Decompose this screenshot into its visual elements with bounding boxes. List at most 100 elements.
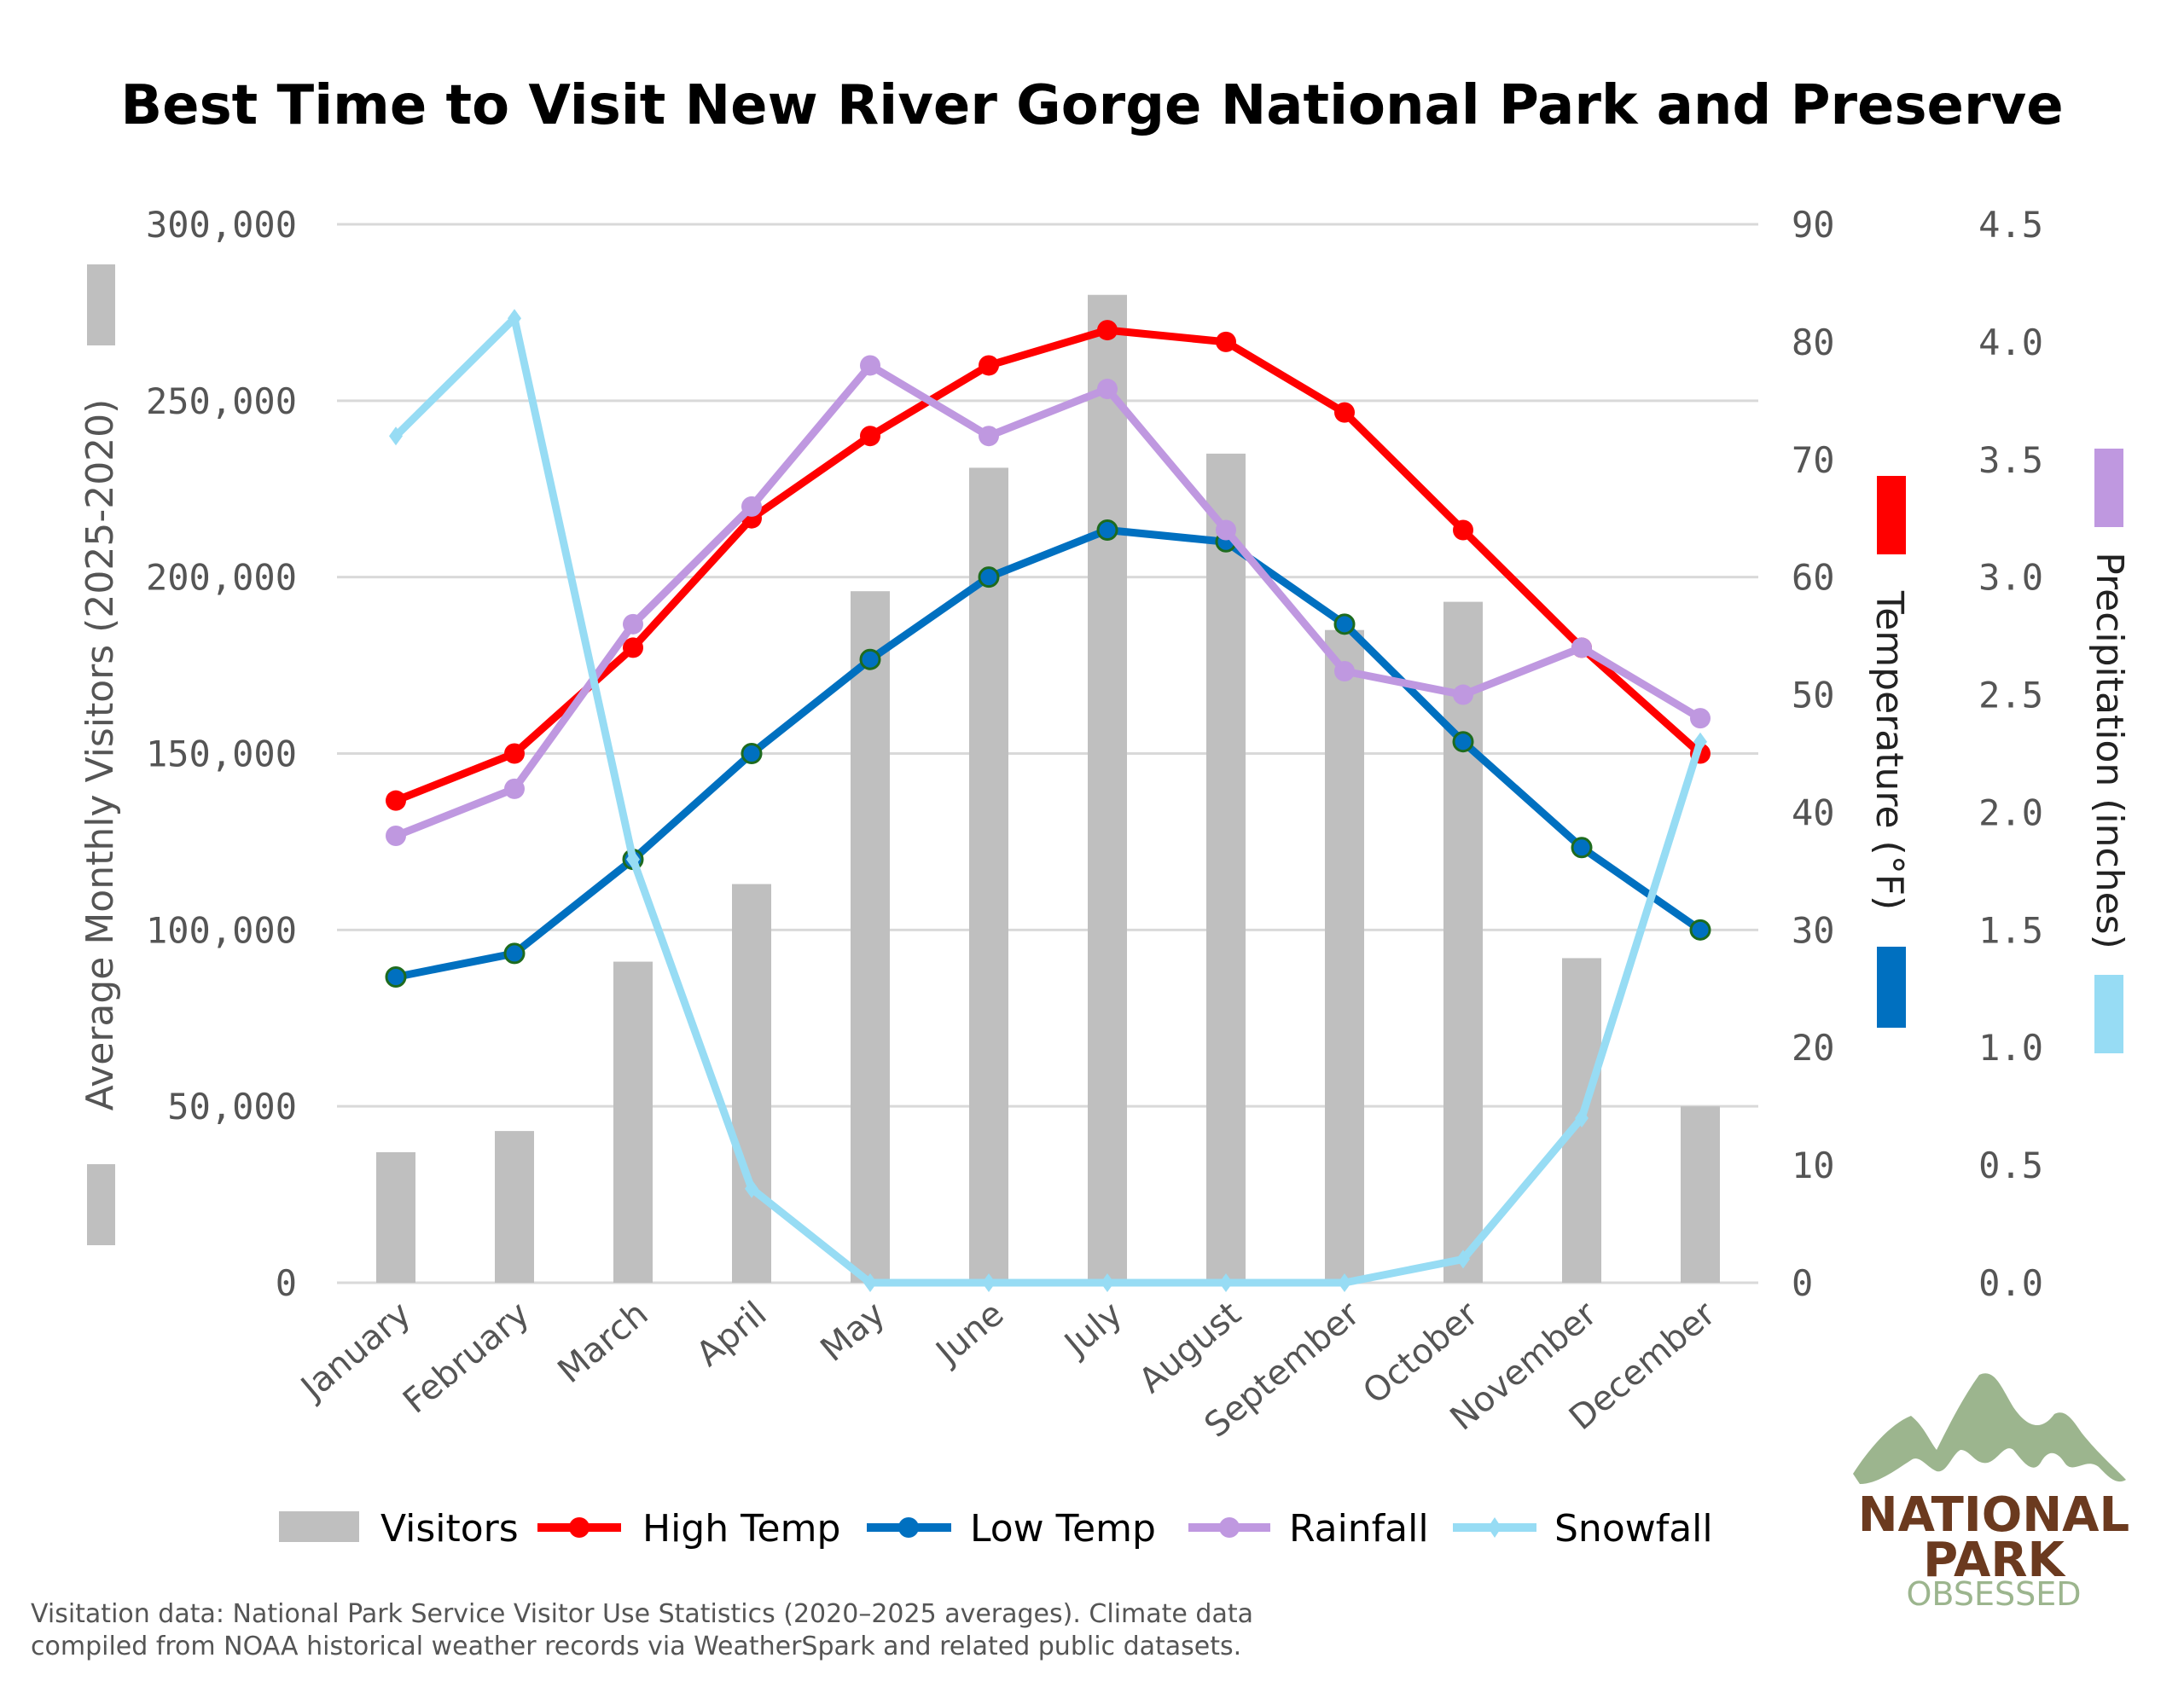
month-label: July (1055, 1294, 1130, 1365)
left-tick-label: 150,000 (146, 733, 297, 775)
temperature-tick-label: 30 (1792, 909, 1835, 951)
tick-labels: 0 50,000 100,000 150,000 200,000 250,000 300,0… (146, 204, 2043, 1304)
bar-visitors (1088, 294, 1127, 1283)
precipitation-tick-label: 2.0 (1978, 791, 2043, 833)
temp-axis-low-swatch (1877, 947, 1906, 1028)
line-rainfall (394, 361, 1703, 840)
line-low-temp (395, 526, 1703, 981)
left-tick-label: 50,000 (167, 1086, 297, 1128)
precipitation-tick-label: 1.0 (1978, 1027, 2043, 1069)
point-snowfall (863, 1273, 877, 1292)
month-label: February (396, 1294, 537, 1421)
precipitation-tick-label: 0.5 (1978, 1145, 2043, 1186)
point-high-temp (504, 743, 525, 764)
point-low-temp (1452, 731, 1474, 753)
legend-snowfall: Snowfall (1554, 1507, 1713, 1551)
bar-visitors (495, 1131, 534, 1283)
temp-axis-title: Temperature (°F) (1867, 590, 1911, 910)
legend: Visitors High Temp Low Temp Rainfall Sno… (279, 1507, 1713, 1551)
point-high-temp (1334, 402, 1355, 423)
line-snowfall (392, 314, 1705, 1287)
legend-low-temp: Low Temp (970, 1507, 1156, 1551)
point-high-temp (1216, 331, 1236, 352)
temperature-tick-label: 0 (1792, 1262, 1813, 1304)
precipitation-tick-label: 1.5 (1978, 909, 2043, 951)
point-rainfall (1334, 660, 1355, 681)
series-snowfall (389, 309, 1707, 1292)
point-low-temp (1571, 837, 1593, 859)
left-tick-label: 0 (276, 1262, 297, 1304)
temperature-tick-label: 40 (1792, 791, 1835, 833)
logo-text-national: NATIONAL (1858, 1487, 2129, 1543)
legend-high-temp-marker (569, 1517, 590, 1538)
left-tick-label: 250,000 (146, 380, 297, 422)
point-high-temp (860, 426, 880, 447)
point-rainfall (623, 613, 643, 635)
point-low-temp (503, 942, 526, 965)
point-snowfall (1575, 1108, 1589, 1128)
precipitation-tick-label: 4.5 (1978, 204, 2043, 246)
point-snowfall (982, 1273, 996, 1292)
logo-text-park: PARK (1923, 1533, 2066, 1588)
point-low-temp (859, 648, 881, 670)
point-snowfall (745, 1179, 758, 1198)
point-high-temp (386, 790, 406, 811)
precipitation-tick-label: 3.5 (1978, 439, 2043, 481)
point-snowfall (1338, 1273, 1351, 1292)
temperature-tick-label: 20 (1792, 1027, 1835, 1069)
bar-visitors (1325, 629, 1364, 1283)
precip-axis-snow-swatch (2094, 975, 2123, 1053)
bar-visitors (732, 884, 771, 1283)
month-label: April (689, 1294, 775, 1374)
point-low-temp (741, 743, 763, 764)
precipitation-tick-label: 3.0 (1978, 557, 2043, 599)
temp-axis-high-swatch (1877, 476, 1906, 554)
bar-visitors (969, 467, 1008, 1283)
bar-visitors (851, 591, 890, 1283)
visitor-bars (376, 294, 1720, 1283)
point-rainfall (979, 426, 999, 447)
legend-visitors: Visitors (380, 1507, 519, 1551)
month-label: May (814, 1294, 893, 1369)
bar-visitors (1681, 1106, 1720, 1283)
point-snowfall (626, 849, 640, 869)
temperature-tick-label: 80 (1792, 322, 1835, 363)
point-low-temp (978, 566, 1000, 588)
left-axis-title: Average Monthly Visitors (2025-2020) (78, 399, 122, 1111)
temperature-tick-label: 90 (1792, 204, 1835, 246)
point-rainfall (1690, 708, 1711, 729)
left-tick-label: 300,000 (146, 204, 297, 246)
left-axis-visitors-swatch-bottom (87, 1164, 115, 1245)
point-rainfall (1453, 684, 1473, 705)
mountain-icon (1853, 1373, 2126, 1484)
chart-title: Best Time to Visit New River Gorge Natio… (120, 74, 2063, 137)
point-snowfall (508, 309, 521, 328)
point-high-temp (623, 637, 643, 658)
point-rainfall (1097, 379, 1118, 400)
precipitation-tick-label: 2.5 (1978, 675, 2043, 716)
line-high-temp (394, 326, 1703, 804)
point-low-temp (385, 965, 407, 988)
left-tick-label: 100,000 (146, 909, 297, 951)
series-high-temp (386, 320, 1711, 811)
point-high-temp (1453, 519, 1473, 541)
temperature-tick-label: 70 (1792, 439, 1835, 481)
series-lines (385, 309, 1711, 1292)
temperature-tick-label: 60 (1792, 557, 1835, 599)
precipitation-tick-label: 0.0 (1978, 1262, 2043, 1304)
point-high-temp (1097, 320, 1118, 341)
point-rainfall (741, 496, 762, 517)
temperature-tick-label: 10 (1792, 1145, 1835, 1186)
legend-rainfall: Rainfall (1289, 1507, 1429, 1551)
footer-source-line-2: compiled from NOAA historical weather re… (31, 1632, 1241, 1661)
legend-visitors-swatch (279, 1511, 359, 1542)
point-rainfall (1571, 637, 1592, 658)
point-rainfall (860, 355, 880, 376)
precipitation-tick-label: 4.0 (1978, 322, 2043, 363)
point-snowfall (1693, 732, 1707, 751)
gridlines (337, 223, 1758, 1284)
point-snowfall (1101, 1273, 1114, 1292)
bar-visitors (613, 961, 653, 1283)
